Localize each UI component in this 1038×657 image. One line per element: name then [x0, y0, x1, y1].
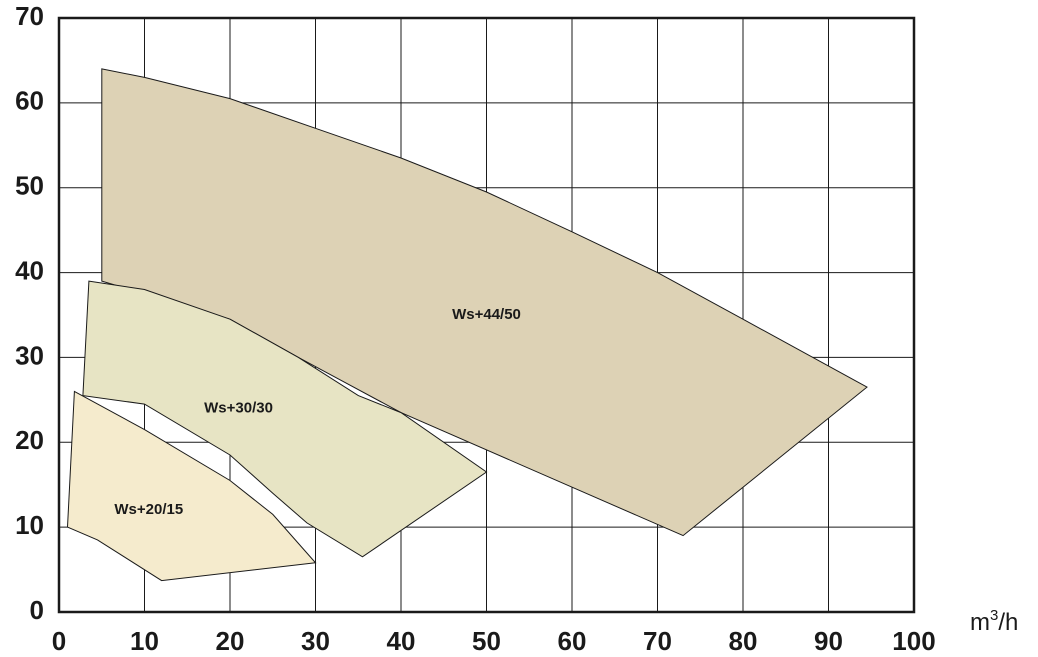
y-tick-label-2: 20	[15, 425, 44, 455]
y-tick-label-5: 50	[15, 171, 44, 201]
x-tick-label-2: 20	[216, 626, 245, 656]
x-tick-label-1: 10	[130, 626, 159, 656]
tick-label-layer: 0 10 20 30 40 50 60 70 80 90 100 0 10 20 30 40 50 60 70	[15, 1, 936, 656]
y-tick-label-0: 0	[30, 595, 44, 625]
x-tick-label-7: 70	[643, 626, 672, 656]
y-tick-label-6: 60	[15, 86, 44, 116]
operating-region-2	[66, 390, 317, 582]
x-tick-label-4: 40	[387, 626, 416, 656]
x-unit-base: m	[970, 609, 990, 636]
x-tick-label-0: 0	[52, 626, 66, 656]
y-tick-label-7: 70	[15, 1, 44, 31]
x-tick-label-10: 100	[892, 626, 935, 656]
plot-frame	[57, 16, 916, 614]
operating-region-0	[101, 68, 868, 537]
x-tick-label-6: 60	[558, 626, 587, 656]
region-label-0: Ws+44/50	[452, 306, 521, 323]
x-tick-label-5: 50	[472, 626, 501, 656]
x-tick-label-3: 30	[301, 626, 330, 656]
x-unit-exponent: 3	[990, 607, 998, 624]
x-axis-unit-label: m3/h	[970, 607, 1018, 636]
y-tick-label-1: 10	[15, 510, 44, 540]
x-tick-label-8: 80	[729, 626, 758, 656]
x-tick-label-9: 90	[814, 626, 843, 656]
operating-region-1	[82, 280, 488, 558]
region-label-2: Ws+20/15	[114, 501, 183, 518]
region-label-1: Ws+30/30	[204, 399, 273, 416]
area-label-layer: Ws+44/50 Ws+30/30 Ws+20/15	[114, 306, 521, 518]
region-layer	[66, 68, 868, 582]
y-tick-label-3: 30	[15, 340, 44, 370]
y-tick-label-4: 40	[15, 255, 44, 285]
x-unit-tail: /h	[998, 609, 1018, 636]
